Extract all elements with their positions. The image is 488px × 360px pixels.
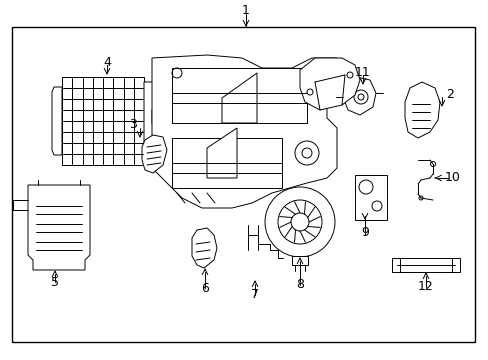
- Text: 6: 6: [201, 282, 208, 294]
- Text: 5: 5: [51, 275, 59, 288]
- Polygon shape: [222, 73, 257, 123]
- Bar: [172, 68, 306, 123]
- Text: 8: 8: [295, 279, 304, 292]
- Bar: [62, 77, 143, 165]
- Polygon shape: [342, 77, 375, 115]
- Polygon shape: [142, 135, 167, 173]
- Text: 11: 11: [354, 66, 370, 78]
- Polygon shape: [206, 128, 237, 178]
- Polygon shape: [299, 58, 359, 110]
- Bar: [172, 138, 282, 188]
- Polygon shape: [52, 87, 62, 155]
- Polygon shape: [28, 185, 90, 270]
- Polygon shape: [152, 55, 336, 208]
- Bar: [354, 175, 386, 220]
- Text: 1: 1: [242, 4, 249, 17]
- Text: 2: 2: [445, 89, 453, 102]
- Polygon shape: [143, 82, 156, 160]
- Bar: [12, 27, 474, 342]
- Text: 12: 12: [417, 280, 433, 293]
- Bar: [391, 258, 459, 272]
- Text: 9: 9: [360, 226, 368, 239]
- Text: 7: 7: [250, 288, 259, 301]
- Circle shape: [264, 187, 334, 257]
- Polygon shape: [404, 82, 439, 138]
- Bar: [291, 256, 307, 265]
- Text: 3: 3: [129, 118, 137, 131]
- Polygon shape: [192, 228, 217, 268]
- Text: 4: 4: [103, 55, 111, 68]
- Text: 10: 10: [444, 171, 460, 184]
